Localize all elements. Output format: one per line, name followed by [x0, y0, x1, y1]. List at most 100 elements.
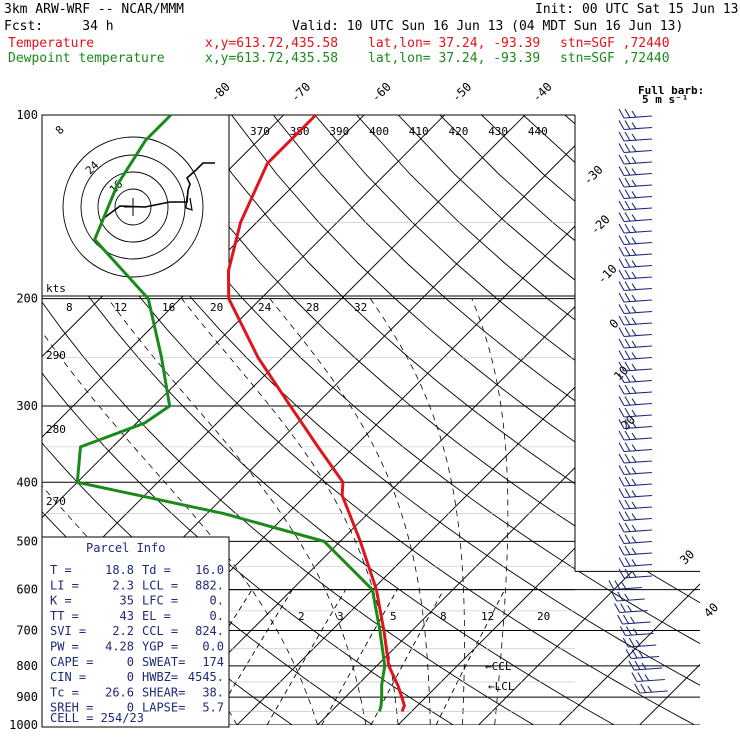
- mixing-ratio-label: 12: [481, 610, 494, 623]
- dry-adiabat: [42, 115, 700, 725]
- pressure-label: 400: [16, 475, 38, 489]
- parcel-box: [41, 536, 230, 728]
- theta-label: 410: [409, 125, 429, 138]
- isotherm-label: -60: [369, 80, 394, 105]
- wind-barb: [619, 626, 654, 637]
- theta-label: 290: [46, 349, 66, 362]
- wind-barb: [618, 258, 653, 269]
- parcel-label: SREH =: [50, 701, 93, 715]
- parcel-value: 882.: [195, 578, 224, 592]
- wind-barb: [618, 154, 653, 165]
- pressure-label: 600: [16, 583, 38, 597]
- wind-barb: [618, 396, 653, 407]
- wind-barb: [618, 522, 653, 533]
- isotherm-label: -10: [595, 262, 620, 287]
- dry-adiabat: [64, 115, 700, 725]
- pressure-label: 900: [16, 690, 38, 704]
- hodograph-speed-tick: 16: [162, 301, 175, 314]
- theta-label: 400: [369, 125, 389, 138]
- hodograph-ring: [80, 154, 186, 260]
- wind-barb: [618, 407, 653, 418]
- parcel-label: K =: [50, 594, 72, 608]
- isotherm-line: [42, 115, 445, 725]
- mixing-ratio-label: 3: [337, 610, 344, 623]
- parcel-cell: CELL = 254/23: [50, 711, 144, 725]
- parcel-label: CAPE =: [50, 655, 93, 669]
- wind-barb: [618, 511, 653, 522]
- dry-adiabat: [106, 115, 700, 725]
- hodograph-units: kts: [46, 282, 66, 295]
- wind-barb: [618, 361, 653, 372]
- forecast-hour: Fcst: 34 h: [4, 19, 114, 34]
- moist-adiabat: [107, 298, 367, 725]
- pressure-label: 800: [16, 659, 38, 673]
- parcel-value: 174: [202, 655, 224, 669]
- dry-adiabat: [42, 115, 475, 725]
- pressure-label: 200: [16, 292, 38, 306]
- wind-barb: [618, 235, 653, 246]
- wind-barb: [618, 430, 653, 441]
- theta-label: 440: [528, 125, 548, 138]
- parcel-label: SHEAR=: [142, 685, 185, 699]
- wind-barb: [618, 327, 653, 338]
- wind-barb: [631, 672, 665, 683]
- wind-barb: [618, 304, 653, 315]
- wind-barb: [618, 223, 653, 234]
- parcel-value: 35: [120, 594, 134, 608]
- init-time: Init: 00 UTC Sat 15 Jun 13: [535, 2, 739, 17]
- pressure-label: 100: [16, 108, 38, 122]
- hodograph-ring: [97, 171, 169, 243]
- wind-barb: [622, 637, 657, 648]
- isotherm-label: -80: [208, 80, 233, 105]
- theta-label: 270: [46, 495, 66, 508]
- parcel-label: Td =: [142, 563, 171, 577]
- wind-barb: [618, 373, 653, 384]
- dewpoint-line: [75, 113, 387, 712]
- wind-barb: [618, 384, 653, 395]
- isotherm-label: -30: [581, 163, 606, 188]
- dry-adiabat: [189, 115, 700, 725]
- pressure-label: 300: [16, 399, 38, 413]
- wind-barb: [618, 269, 653, 280]
- temperature-xy: x,y=613.72,435.58: [205, 36, 339, 51]
- lcl-annotation: ←LCL: [488, 680, 515, 693]
- mixing-ratio-label: 20: [537, 610, 550, 623]
- windbarb-key-units: 5 m s⁻¹: [642, 93, 688, 106]
- isotherm-line: [42, 115, 526, 725]
- wind-barb: [618, 292, 653, 303]
- theta-label: 430: [488, 125, 508, 138]
- pressure-label: 500: [16, 534, 38, 548]
- dry-adiabat: [564, 115, 700, 725]
- dry-adiabat: [42, 115, 557, 725]
- hodograph-trace-loop: [185, 195, 193, 211]
- isotherm-line: [558, 115, 700, 725]
- wind-barb: [618, 177, 653, 188]
- dewpoint-legend: Dewpoint temperature: [8, 51, 165, 66]
- wind-barb: [614, 603, 648, 614]
- windbarb-key-title: Full barb:: [638, 84, 704, 97]
- dry-adiabat: [272, 115, 700, 725]
- parcel-label: PW =: [50, 640, 79, 654]
- wind-barb: [618, 499, 653, 510]
- wind-barb: [618, 557, 653, 568]
- isotherm-line: [478, 115, 700, 725]
- parcel-label: LAPSE=: [142, 701, 185, 715]
- hodograph-frame: [41, 114, 230, 297]
- wind-barb: [628, 660, 663, 671]
- theta-label: 280: [46, 423, 66, 436]
- wind-barb: [618, 108, 653, 119]
- wind-barb: [618, 545, 653, 556]
- wind-barb: [611, 591, 645, 602]
- dry-adiabat: [439, 115, 700, 725]
- wind-barb: [634, 683, 668, 694]
- mixing-ratio-label: 2: [298, 610, 305, 623]
- wind-barb: [618, 120, 653, 131]
- parcel-value: 0.: [210, 594, 224, 608]
- parcel-label: HWBZ=: [142, 670, 178, 684]
- hodograph-speed-tick: 28: [306, 301, 319, 314]
- temperature-legend: Temperature: [8, 36, 95, 51]
- dry-adiabat: [42, 115, 638, 725]
- wind-barb: [618, 350, 653, 361]
- wind-barb: [618, 338, 653, 349]
